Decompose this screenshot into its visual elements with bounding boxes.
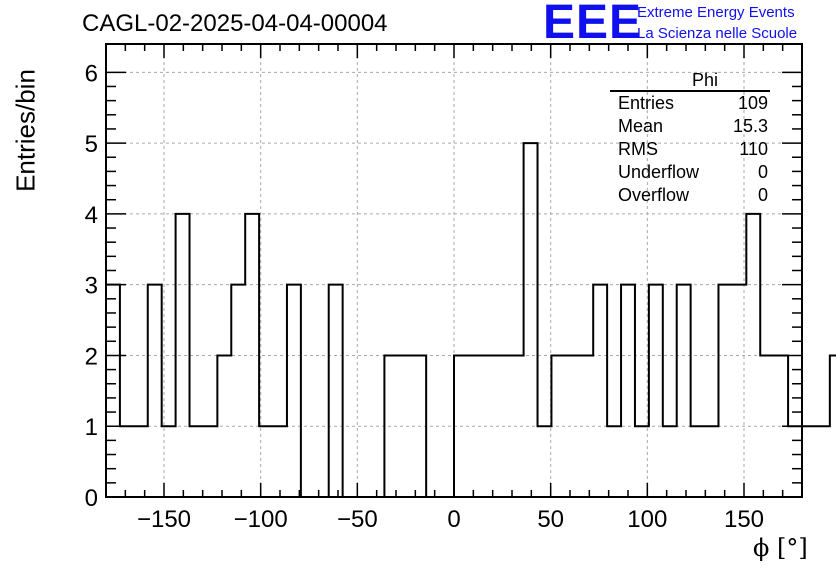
x-axis-label: ϕ [°] [753,534,808,562]
x-tick-label: −150 [137,506,191,533]
stats-value: 110 [739,139,768,159]
y-tick-label: 1 [85,414,98,441]
chart-title: CAGL-02-2025-04-04-00004 [82,10,388,37]
y-tick-label: 4 [85,202,98,229]
stats-value: 0 [757,185,768,205]
x-tick-label: −100 [234,506,288,533]
stats-row-entries: Entries 109 [610,92,770,115]
stats-box: Phi Entries 109 Mean 15.3 RMS 110 Underflow… [610,70,770,207]
stats-value: 109 [737,93,768,113]
histogram-outline [106,142,836,498]
stats-row-overflow: Overflow 0 [610,184,770,207]
logo-text-line1: Extreme Energy Events [637,4,795,21]
y-tick-label: 0 [85,485,98,512]
x-tick-label: 150 [724,506,764,533]
stats-row-mean: Mean 15.3 [610,115,770,138]
y-tick-label: 6 [85,60,98,87]
x-axis-ticks: −150 −100 −50 0 50 100 150 [124,44,784,533]
y-axis-label: Entries/bin [10,69,41,192]
y-axis-ticks: 0 1 2 3 4 5 6 [85,60,802,512]
y-tick-label: 2 [85,343,98,370]
stats-label: Entries [618,93,675,113]
y-tick-label: 5 [85,131,98,158]
stats-name: Phi [610,70,770,92]
stats-row-rms: RMS 110 [610,138,770,161]
x-tick-label: 0 [447,506,460,533]
y-tick-label: 3 [85,273,98,300]
logo-text-line2: La Scienza nelle Scuole [637,25,798,42]
stats-value: 15.3 [732,116,768,136]
stats-value: 0 [757,162,768,182]
stats-label: Mean [618,116,664,136]
stats-label: Underflow [618,162,700,182]
eee-logo: EEE [543,0,643,49]
stats-label: Overflow [618,185,690,205]
x-tick-label: −50 [337,506,378,533]
stats-row-underflow: Underflow 0 [610,161,770,184]
x-tick-label: 50 [537,506,564,533]
x-tick-label: 100 [627,506,667,533]
stats-label: RMS [618,139,658,159]
